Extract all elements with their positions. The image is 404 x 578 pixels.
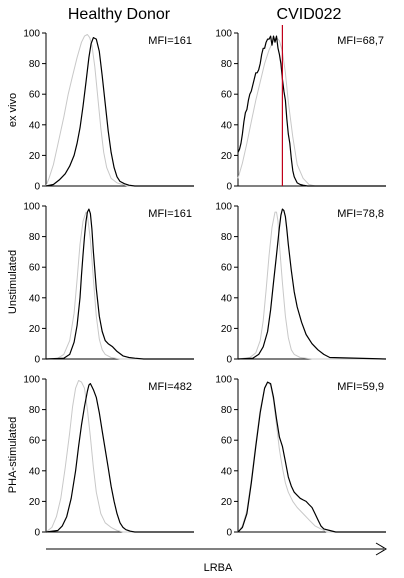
y-tick-label: 20 (221, 151, 233, 162)
y-tick-label: 40 (29, 466, 41, 477)
sample-histogram-curve (45, 383, 194, 533)
row-label-unstimulated: Unstimulated (7, 250, 19, 314)
y-tick-label: 60 (29, 90, 41, 101)
y-tick-label: 60 (221, 90, 233, 101)
control-histogram-curve (45, 211, 194, 360)
panel-ex-vivo-cvid022: 0 20 40 60 80 100 MFI=68,7 (215, 25, 386, 193)
y-tick-label: 100 (23, 202, 40, 213)
sample-histogram-curve (45, 36, 194, 187)
histogram-panels: 020406080100MFI=161020406080100MFI=68,70… (23, 25, 387, 539)
sample-histogram-curve (237, 35, 386, 187)
y-tick-label: 40 (221, 293, 233, 304)
y-tick-label: 80 (221, 232, 233, 243)
y-tick-label: 20 (221, 497, 233, 508)
y-tick-label: 40 (221, 466, 233, 477)
y-tick-label: 60 (29, 263, 41, 274)
mfi-annotation: MFI=161 (148, 35, 192, 47)
y-tick-label: 100 (23, 29, 40, 40)
x-axis-label: LRBA (204, 562, 233, 574)
y-tick-label: 100 (215, 202, 232, 213)
sample-histogram-curve (237, 381, 386, 533)
y-tick-label: 0 (34, 355, 40, 366)
control-histogram-curve (45, 380, 194, 533)
y-tick-label: 80 (221, 59, 233, 70)
sample-histogram-curve (45, 208, 194, 360)
sample-histogram-curve (237, 208, 387, 360)
y-tick-label: 60 (221, 436, 233, 447)
control-histogram-curve (237, 37, 386, 187)
y-tick-label: 100 (215, 29, 232, 40)
control-histogram-curve (237, 381, 386, 533)
column-title-cvid022: CVID022 (277, 6, 342, 23)
mfi-annotation: MFI=78,8 (337, 208, 384, 220)
y-tick-label: 100 (23, 375, 40, 386)
y-tick-label: 80 (221, 405, 233, 416)
y-tick-label: 40 (29, 293, 41, 304)
row-label-ex-vivo: ex vivo (7, 93, 19, 127)
mfi-annotation: MFI=482 (148, 381, 192, 393)
control-histogram-curve (237, 211, 386, 360)
y-tick-label: 0 (34, 182, 40, 193)
lrba-axis-arrowhead (375, 542, 387, 556)
y-tick-label: 0 (226, 182, 232, 193)
panel-pha-stimulated-cvid022: 0 20 40 60 80 100 MFI=59,9 (215, 375, 386, 539)
panel-unstimulated-healthy-donor: 0 20 40 60 80 100 MFI=161 (23, 202, 194, 366)
mfi-annotation: MFI=68,7 (337, 35, 384, 47)
y-tick-label: 20 (29, 324, 41, 335)
y-tick-label: 0 (34, 528, 40, 539)
y-tick-label: 40 (221, 120, 233, 131)
y-tick-label: 20 (221, 324, 233, 335)
y-tick-label: 80 (29, 405, 41, 416)
y-tick-label: 0 (226, 355, 232, 366)
y-tick-label: 40 (29, 120, 41, 131)
y-tick-label: 60 (29, 436, 41, 447)
y-tick-label: 100 (215, 375, 232, 386)
mfi-annotation: MFI=59,9 (337, 381, 384, 393)
y-tick-label: 20 (29, 151, 41, 162)
panel-pha-stimulated-healthy-donor: 0 20 40 60 80 100 MFI=482 (23, 375, 194, 539)
row-label-pha-stimulated: PHA-stimulated (7, 417, 19, 493)
y-tick-label: 60 (221, 263, 233, 274)
panel-unstimulated-cvid022: 0 20 40 60 80 100 MFI=78,8 (215, 202, 387, 366)
control-histogram-curve (45, 34, 194, 187)
mfi-annotation: MFI=161 (148, 208, 192, 220)
column-title-healthy-donor: Healthy Donor (68, 6, 171, 23)
y-tick-label: 20 (29, 497, 41, 508)
y-tick-label: 0 (226, 528, 232, 539)
y-tick-label: 80 (29, 232, 41, 243)
y-tick-label: 80 (29, 59, 41, 70)
panel-ex-vivo-healthy-donor: 0 20 40 60 80 100 MFI=161 (23, 29, 194, 193)
